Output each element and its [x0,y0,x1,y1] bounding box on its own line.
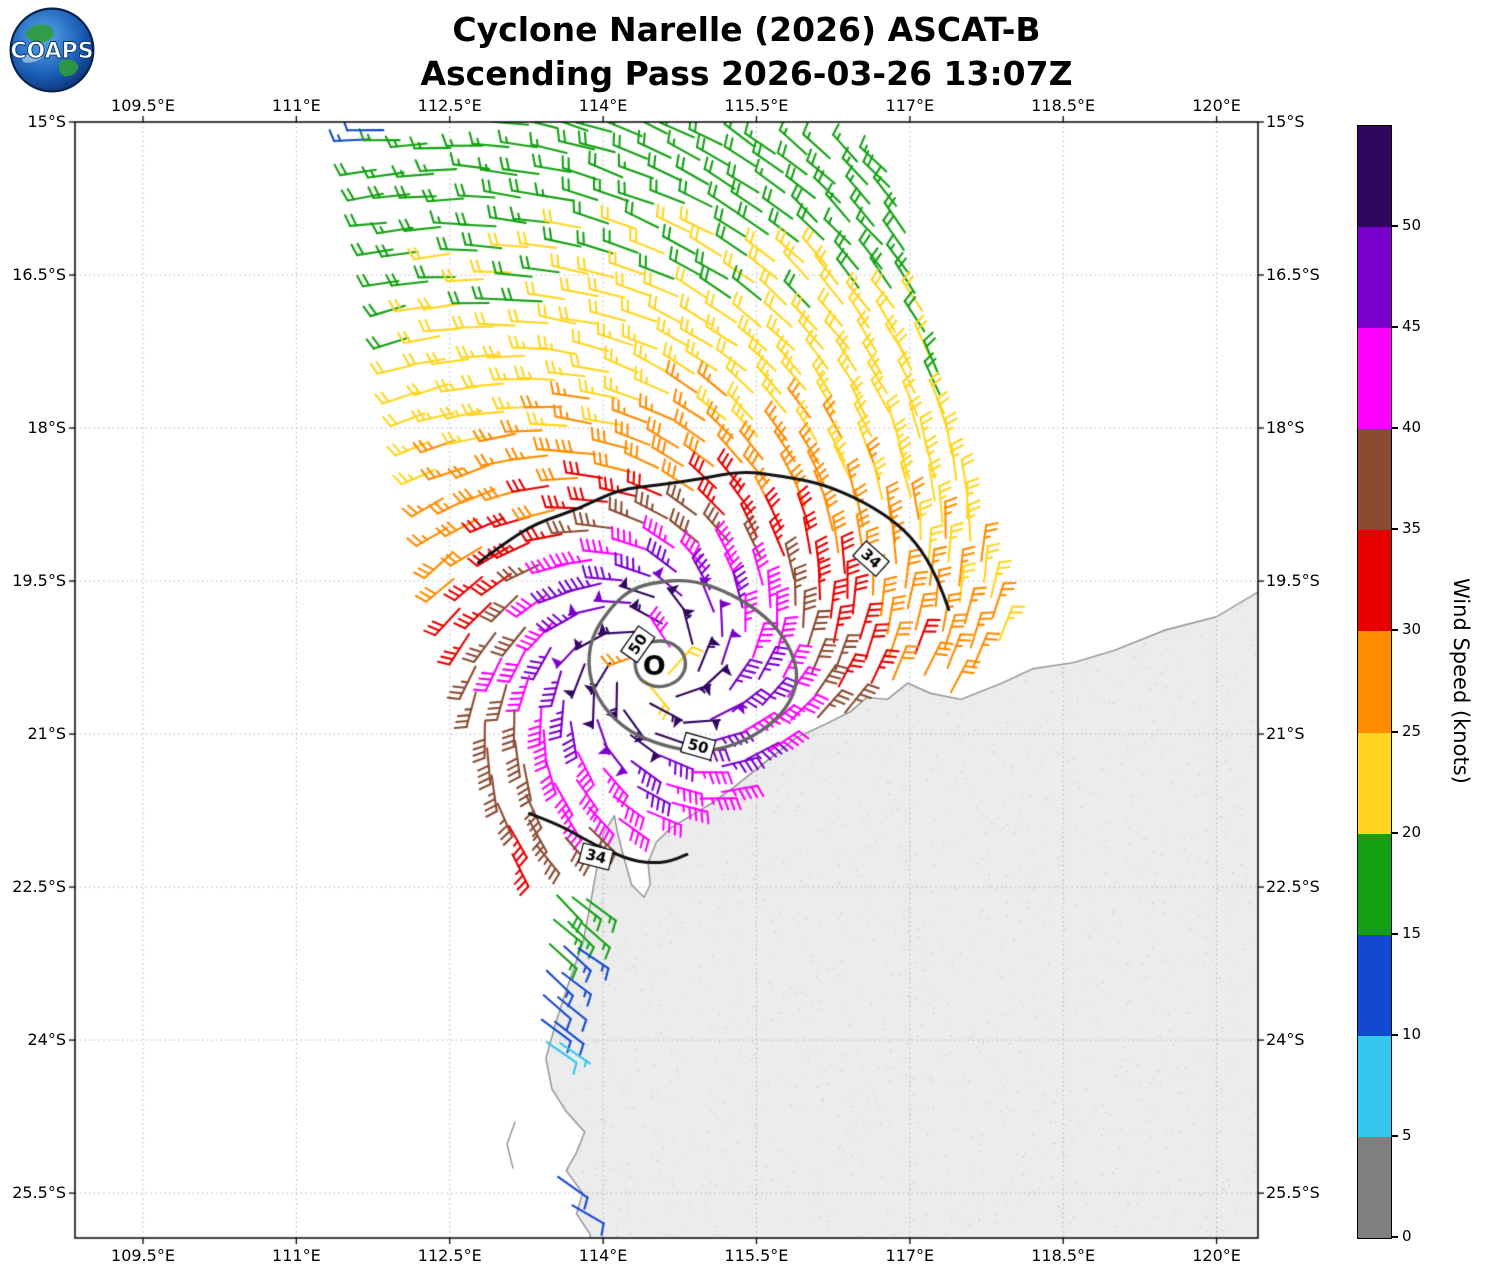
lon-tick-label-top: 112.5°E [417,96,482,115]
colorbar-segment [1358,934,1391,1036]
colorbar-tick [1392,629,1398,632]
colorbar-tick [1392,1134,1398,1137]
lat-tick-label-right: 15°S [1266,112,1305,131]
lon-tick-label-bottom: 112.5°E [417,1246,482,1264]
logo-landmass [25,24,54,43]
colorbar-segment [1358,529,1391,632]
lat-tick-label-left: 19.5°S [12,571,66,591]
colorbar-segment [1358,833,1391,935]
lon-tick-label-bottom: 120°E [1192,1246,1241,1264]
lat-tick-label-left: 18°S [27,418,66,438]
colorbar-tick-label: 40 [1402,418,1422,437]
lon-tick-label-top: 114°E [578,96,628,115]
lon-tick-label-top: 109.5°E [111,96,175,115]
lon-tick-label-top: 118.5°E [1031,96,1096,115]
lat-tick-label-right: 22.5°S [1266,877,1320,897]
colorbar-tick-label: 25 [1402,721,1422,740]
colorbar-segment [1358,630,1391,733]
lat-tick-label-left: 15°S [27,112,66,131]
colorbar-segment [1358,125,1391,228]
chart-title: Cyclone Narelle (2026) ASCAT-B [452,10,1041,49]
colorbar-segment [1358,732,1391,834]
colorbar-tick [1392,932,1398,935]
lat-tick-label-right: 16.5°S [1266,265,1320,285]
lon-tick-label-bottom: 118.5°E [1031,1246,1096,1264]
colorbar-tick-label: 15 [1402,923,1422,942]
colorbar-segment [1358,327,1391,430]
lat-tick-label-left: 16.5°S [12,265,66,285]
colorbar-tick-label: 5 [1402,1125,1412,1144]
lon-tick-label-bottom: 117°E [885,1246,935,1264]
lat-tick-label-right: 18°S [1266,418,1305,438]
lat-tick-label-right: 21°S [1266,724,1305,744]
colorbar-tick [1392,1236,1398,1238]
lon-tick-label-top: 120°E [1192,96,1241,115]
lat-tick-label-left: 22.5°S [12,877,66,897]
lat-tick-label-right: 24°S [1266,1030,1305,1050]
colorbar-segment [1358,428,1391,531]
colorbar-tick [1392,225,1398,228]
colorbar-tick-label: 30 [1402,620,1422,639]
lon-tick-label-bottom: 114°E [578,1246,628,1264]
lon-tick-label-bottom: 111°E [272,1246,321,1264]
lon-tick-label-bottom: 115.5°E [724,1246,789,1264]
coaps-logo-text: COAPS [10,39,93,64]
lat-tick-label-right: 19.5°S [1266,571,1320,591]
colorbar-tick-label: 20 [1402,822,1422,841]
colorbar-segment [1358,1035,1391,1137]
colorbar-tick [1392,1033,1398,1036]
colorbar-tick-label: 35 [1402,519,1422,538]
lat-tick-label-right: 25.5°S [1266,1183,1320,1203]
lat-tick-label-left: 21°S [27,724,66,744]
colorbar-tick [1392,326,1398,329]
logo-landmass [58,59,79,77]
lat-tick-label-left: 24°S [27,1030,66,1050]
colorbar-tick [1392,427,1398,430]
chart-header: Cyclone Narelle (2026) ASCAT-B Ascending… [0,8,1493,96]
lon-tick-label-top: 111°E [272,96,321,115]
lon-tick-label-top: 115.5°E [724,96,789,115]
chart-subtitle: Ascending Pass 2026-03-26 13:07Z [420,54,1073,93]
lat-tick-label-left: 25.5°S [12,1183,66,1203]
colorbar-segment [1358,226,1391,329]
colorbar-segment [1358,1136,1391,1238]
lon-tick-label-bottom: 109.5°E [111,1246,175,1264]
logo-cloud [20,54,44,63]
colorbar [1357,125,1392,1239]
colorbar-tick-label: 50 [1402,216,1422,235]
colorbar-tick [1392,730,1398,733]
colorbar-tick-label: 45 [1402,317,1422,336]
colorbar-tick-label: 10 [1402,1024,1422,1043]
colorbar-label: Wind Speed (knots) [1449,578,1473,784]
colorbar-tick [1392,831,1398,834]
colorbar-tick-label: 0 [1402,1227,1412,1245]
lon-tick-label-top: 117°E [885,96,935,115]
colorbar-tick [1392,528,1398,531]
coaps-logo: COAPS [9,7,95,93]
